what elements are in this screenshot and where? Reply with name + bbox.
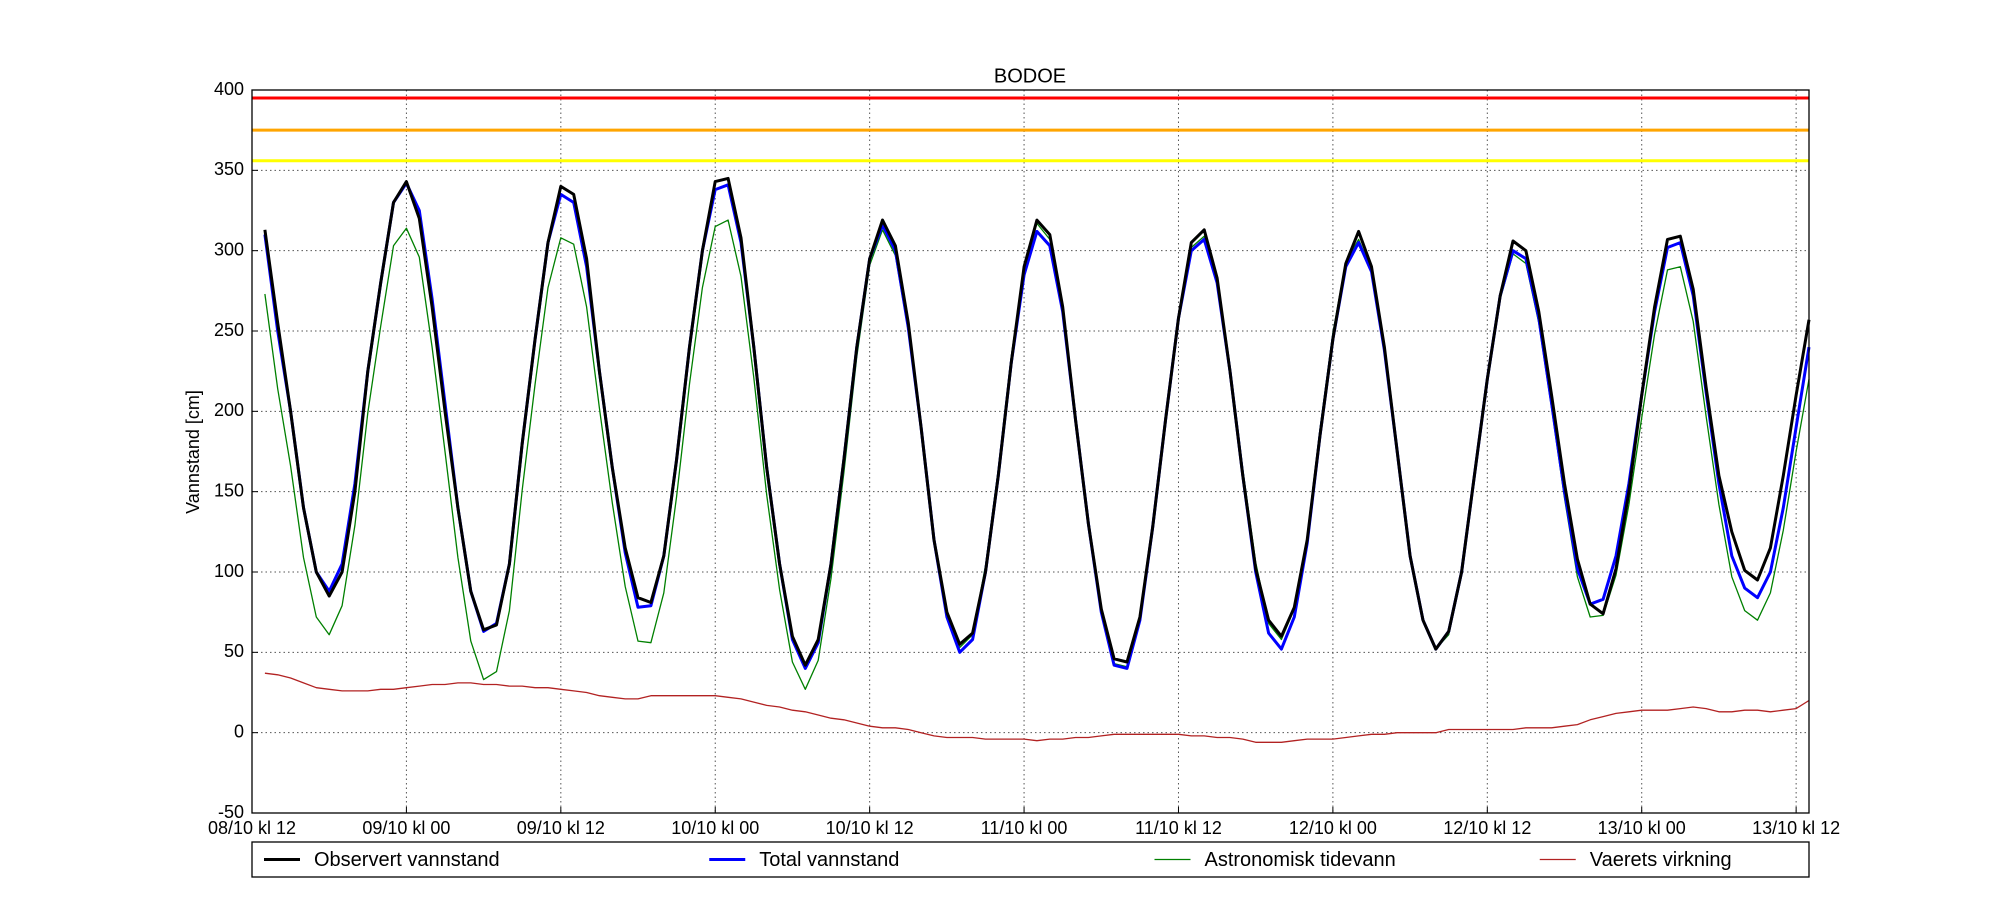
y-axis-label: Vannstand [cm] <box>183 390 203 514</box>
legend-label: Astronomisk tidevann <box>1205 849 1396 871</box>
y-tick-label: 250 <box>214 320 244 340</box>
x-tick-label: 11/10 kl 12 <box>1135 818 1222 838</box>
x-tick-label: 12/10 kl 00 <box>1289 818 1377 838</box>
x-tick-label: 09/10 kl 00 <box>362 818 450 838</box>
x-tick-label: 13/10 kl 12 <box>1752 818 1840 838</box>
y-tick-label: 100 <box>214 561 244 581</box>
y-tick-label: -50 <box>218 802 244 822</box>
x-tick-label: 11/10 kl 00 <box>981 818 1068 838</box>
x-tick-label: 09/10 kl 12 <box>517 818 605 838</box>
plot-frame <box>251 89 1810 814</box>
x-tick-label: 12/10 kl 12 <box>1443 818 1531 838</box>
y-tick-label: 400 <box>214 79 244 99</box>
series-line <box>263 176 1811 667</box>
x-tick-label: 10/10 kl 00 <box>671 818 759 838</box>
legend-label: Observert vannstand <box>314 849 500 871</box>
chart-title: BODOE <box>994 65 1066 87</box>
legend-label: Total vannstand <box>759 849 899 871</box>
x-tick-label: 10/10 kl 12 <box>826 818 914 838</box>
y-tick-label: 0 <box>234 721 244 741</box>
x-tick-label: 08/10 kl 12 <box>208 818 296 838</box>
legend-label: Vaerets virkning <box>1590 849 1732 871</box>
y-tick-label: 350 <box>214 159 244 179</box>
y-tick-label: 200 <box>214 400 244 420</box>
x-tick-label: 13/10 kl 00 <box>1598 818 1686 838</box>
y-tick-label: 150 <box>214 480 244 500</box>
series-line <box>264 672 1810 743</box>
y-tick-label: 50 <box>224 641 244 661</box>
y-tick-label: 300 <box>214 239 244 259</box>
